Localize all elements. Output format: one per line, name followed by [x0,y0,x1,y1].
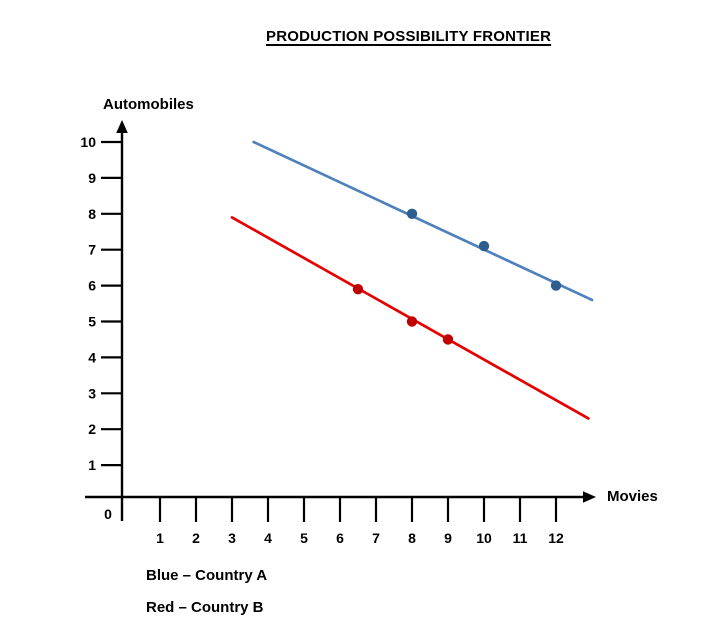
data-point-country-a [478,240,490,252]
x-tick-label: 7 [372,530,380,546]
y-tick-label: 6 [88,278,96,294]
x-tick-label: 2 [192,530,200,546]
y-tick-label: 2 [88,421,96,437]
legend-item-country-a: Blue – Country A [146,567,268,584]
x-axis-title: Movies [607,488,658,505]
y-tick-label: 9 [88,170,96,186]
x-tick-label: 11 [513,530,528,546]
y-axis-arrow-icon [116,120,128,133]
data-point-country-b [352,283,364,295]
data-point-country-a [550,280,562,291]
origin-label: 0 [104,506,112,522]
x-tick-label: 12 [548,530,564,546]
data-point-country-b [406,316,418,327]
y-axis-title: Automobiles [103,96,194,113]
y-tick-label: 8 [88,206,96,222]
x-tick-label: 6 [336,530,344,546]
chart-title: PRODUCTION POSSIBILITY FRONTIER [266,28,552,45]
y-tick-label: 10 [80,134,96,150]
frontier-line-country-a [252,140,594,302]
x-tick-label: 3 [228,530,236,546]
y-tick-label: 7 [88,242,96,258]
x-tick-label: 5 [300,530,308,546]
x-tick-label: 10 [476,530,492,546]
x-tick-label: 1 [156,530,164,546]
data-point-country-a [406,208,418,219]
y-tick-label: 4 [88,349,96,365]
x-tick-label: 9 [444,530,452,546]
x-tick-label: 8 [408,530,416,546]
y-tick-label: 5 [88,314,96,330]
legend-item-country-b: Red – Country B [146,599,264,616]
legend: Blue – Country A Red – Country B [146,567,267,631]
x-tick-label: 4 [264,530,272,546]
x-axis-arrow-icon [583,491,596,503]
y-tick-label: 3 [88,385,96,401]
data-point-country-b [442,334,454,345]
y-tick-label: 1 [88,457,96,473]
